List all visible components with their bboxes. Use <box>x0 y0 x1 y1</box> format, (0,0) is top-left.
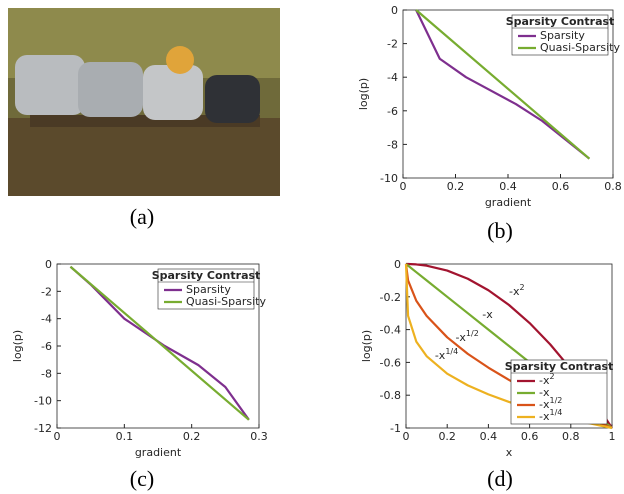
annotation-sup: 2 <box>519 283 524 292</box>
annotation-base: -x <box>435 349 446 362</box>
figure: (a) 00.20.40.60.80-2-4-6-8-10gradientlog… <box>0 0 624 494</box>
x-tick-label: 0.4 <box>480 430 498 443</box>
annotation-base: -x <box>482 308 493 321</box>
y-tick-label: -4 <box>387 71 398 84</box>
x-tick-label: 0.2 <box>183 430 201 443</box>
x-tick-label: 0 <box>54 430 61 443</box>
legend-label-base: Quasi-Sparsity <box>540 41 620 54</box>
x-tick-label: 0.3 <box>250 430 268 443</box>
caption: (d) <box>487 466 513 491</box>
annotation-sup: 1/2 <box>466 329 479 338</box>
y-tick-label: -2 <box>387 38 398 51</box>
x-axis-label: gradient <box>135 446 182 459</box>
image-caption: (a) <box>130 204 154 229</box>
legend-label-sup: 2 <box>549 372 554 381</box>
x-tick-label: 0.2 <box>438 430 456 443</box>
y-tick-label: -0.2 <box>380 291 401 304</box>
caption: (b) <box>487 218 513 243</box>
photo <box>8 8 280 196</box>
legend-label: Quasi-Sparsity <box>186 295 266 308</box>
y-tick-label: -1 <box>390 422 401 435</box>
y-tick-label: -6 <box>41 340 52 353</box>
legend-label: Quasi-Sparsity <box>540 41 620 54</box>
legend-title: Sparsity Contrast <box>152 269 261 282</box>
x-tick-label: 0.4 <box>499 180 517 193</box>
y-tick-label: 0 <box>391 4 398 17</box>
mailbox <box>15 55 85 115</box>
x-tick-label: 0 <box>400 180 407 193</box>
y-tick-label: -10 <box>34 395 52 408</box>
x-tick-label: 0.2 <box>447 180 465 193</box>
y-axis-label: log(p) <box>357 78 370 110</box>
x-tick-label: 0.8 <box>604 180 622 193</box>
y-tick-label: -2 <box>41 285 52 298</box>
annotation-base: -x <box>509 285 520 298</box>
caption: (c) <box>130 466 154 491</box>
pumpkin <box>166 46 194 74</box>
mailbox <box>78 62 143 117</box>
legend-title: Sparsity Contrast <box>506 15 615 28</box>
mailbox <box>205 75 260 123</box>
x-tick-label: 0.1 <box>116 430 134 443</box>
photo-ground <box>8 118 280 196</box>
y-tick-label: -6 <box>387 105 398 118</box>
y-tick-label: -0.6 <box>380 356 401 369</box>
x-tick-label: 1 <box>609 430 616 443</box>
legend-label-base: -x <box>539 410 550 423</box>
y-tick-label: -4 <box>41 313 52 326</box>
y-tick-label: 0 <box>45 258 52 271</box>
annotation-base: -x <box>455 331 466 344</box>
legend-label-sup: 1/4 <box>549 408 562 417</box>
y-tick-label: -10 <box>380 172 398 185</box>
y-tick-label: -8 <box>387 138 398 151</box>
x-axis-label: gradient <box>485 196 532 209</box>
y-tick-label: -12 <box>34 422 52 435</box>
y-tick-label: -0.4 <box>380 324 401 337</box>
x-tick-label: 0.6 <box>552 180 570 193</box>
y-tick-label: 0 <box>394 258 401 271</box>
annotation: -x <box>482 308 493 321</box>
y-tick-label: -8 <box>41 367 52 380</box>
x-axis-label: x <box>506 446 513 459</box>
legend-label-base: Quasi-Sparsity <box>186 295 266 308</box>
x-tick-label: 0.6 <box>521 430 539 443</box>
x-tick-label: 0 <box>403 430 410 443</box>
legend-label-sup: 1/2 <box>549 396 562 405</box>
y-tick-label: -0.8 <box>380 389 401 402</box>
annotation-sup: 1/4 <box>445 347 458 356</box>
legend-title: Sparsity Contrast <box>505 360 614 373</box>
y-axis-label: log(p) <box>11 330 24 362</box>
x-tick-label: 0.8 <box>562 430 580 443</box>
y-axis-label: log(p) <box>360 330 373 362</box>
mailbox <box>143 65 203 120</box>
